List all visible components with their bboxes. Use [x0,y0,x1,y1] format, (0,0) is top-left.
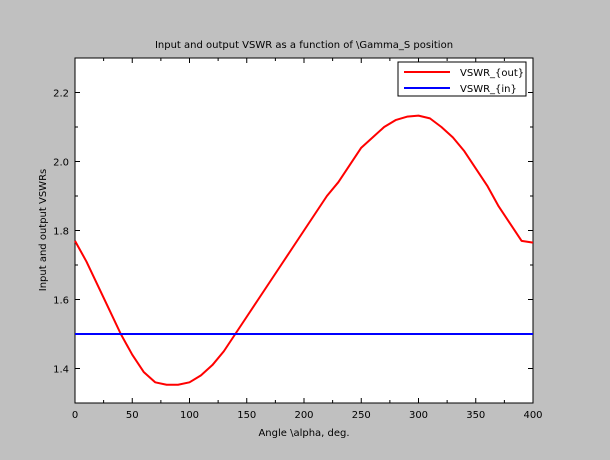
x-tick-label: 250 [352,410,371,421]
chart-title: Input and output VSWR as a function of \… [155,40,453,51]
x-axis-ticks: 0 50 100 150 200 250 300 350 400 [72,58,543,421]
x-tick-label: 0 [72,410,78,421]
y-tick-label: 1.6 [53,296,69,307]
legend: VSWR_{out} VSWR_{in} [397,61,527,97]
legend-box [397,61,527,97]
series-lines [74,114,534,386]
x-axis-label: Angle \alpha, deg. [258,428,349,439]
y-tick-label: 1.4 [53,365,69,376]
series-line-vswr-out [74,114,534,386]
y-axis-label: Input and output VSWRs [38,169,49,291]
y-axis-ticks: 1.4 1.6 1.8 2.0 2.2 [53,57,533,376]
x-tick-label: 400 [523,410,542,421]
legend-label-vswr-out: VSWR_{out} [460,68,524,79]
y-tick-label: 1.8 [53,227,69,238]
x-tick-label: 150 [237,410,256,421]
x-tick-label: 100 [180,410,199,421]
x-tick-label: 350 [466,410,485,421]
y-tick-label: 2.0 [53,158,69,169]
x-tick-label: 300 [409,410,428,421]
y-tick-label: 2.2 [53,89,69,100]
x-tick-label: 50 [126,410,139,421]
legend-label-vswr-in: VSWR_{in} [460,84,517,95]
x-tick-label: 200 [294,410,313,421]
